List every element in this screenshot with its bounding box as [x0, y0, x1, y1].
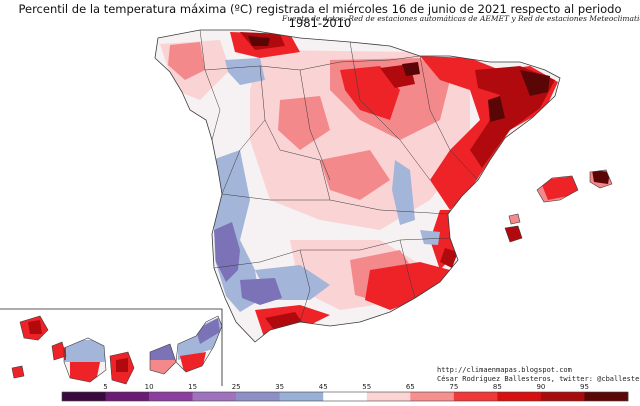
balearic-islands — [504, 169, 613, 243]
legend-colorbar — [61, 391, 629, 402]
legend-swatch — [279, 392, 324, 401]
legend-ticks: 5 10 15 25 35 45 55 65 75 85 90 95 — [103, 383, 589, 391]
legend-swatch — [584, 392, 629, 401]
legend-swatch — [453, 392, 498, 401]
legend-tick-label: 35 — [275, 383, 284, 391]
legend-swatch — [105, 392, 150, 401]
legend-tick-label: 90 — [536, 383, 545, 391]
legend-tick-label: 85 — [493, 383, 502, 391]
legend-swatch — [366, 392, 411, 401]
peninsula-coastline — [154, 29, 561, 343]
map-subtitle: Fuente de datos: Red de estaciones autom… — [282, 14, 640, 23]
legend-swatch — [323, 392, 368, 401]
legend-swatch — [236, 392, 280, 401]
region-borders — [199, 30, 479, 323]
legend-swatch — [410, 392, 455, 401]
legend-tick-label: 10 — [145, 383, 154, 391]
legend-tick-label: 65 — [406, 383, 415, 391]
legend-outline — [61, 391, 629, 402]
credit-author: César Rodríguez Ballesteros, twitter: @c… — [437, 375, 640, 383]
canary-islands-inset — [0, 308, 223, 386]
credit-url: http://climaenmapas.blogspot.com — [437, 366, 572, 374]
legend-tick-label: 55 — [362, 383, 371, 391]
inset-frame — [0, 308, 223, 386]
percentile-color-field — [160, 32, 558, 340]
legend-tick-label: 25 — [232, 383, 241, 391]
legend-swatch — [192, 392, 237, 401]
legend-swatch — [540, 392, 585, 401]
legend-swatch — [149, 392, 193, 401]
legend-swatch — [497, 392, 542, 401]
legend-tick-label: 45 — [319, 383, 328, 391]
legend-swatch — [62, 392, 106, 401]
legend-tick-label: 5 — [103, 383, 107, 391]
map-title: Percentil de la temperatura máxima (ºC) … — [18, 2, 622, 30]
legend-tick-label: 15 — [188, 383, 197, 391]
legend-tick-label: 75 — [449, 383, 458, 391]
legend-tick-label: 95 — [580, 383, 589, 391]
